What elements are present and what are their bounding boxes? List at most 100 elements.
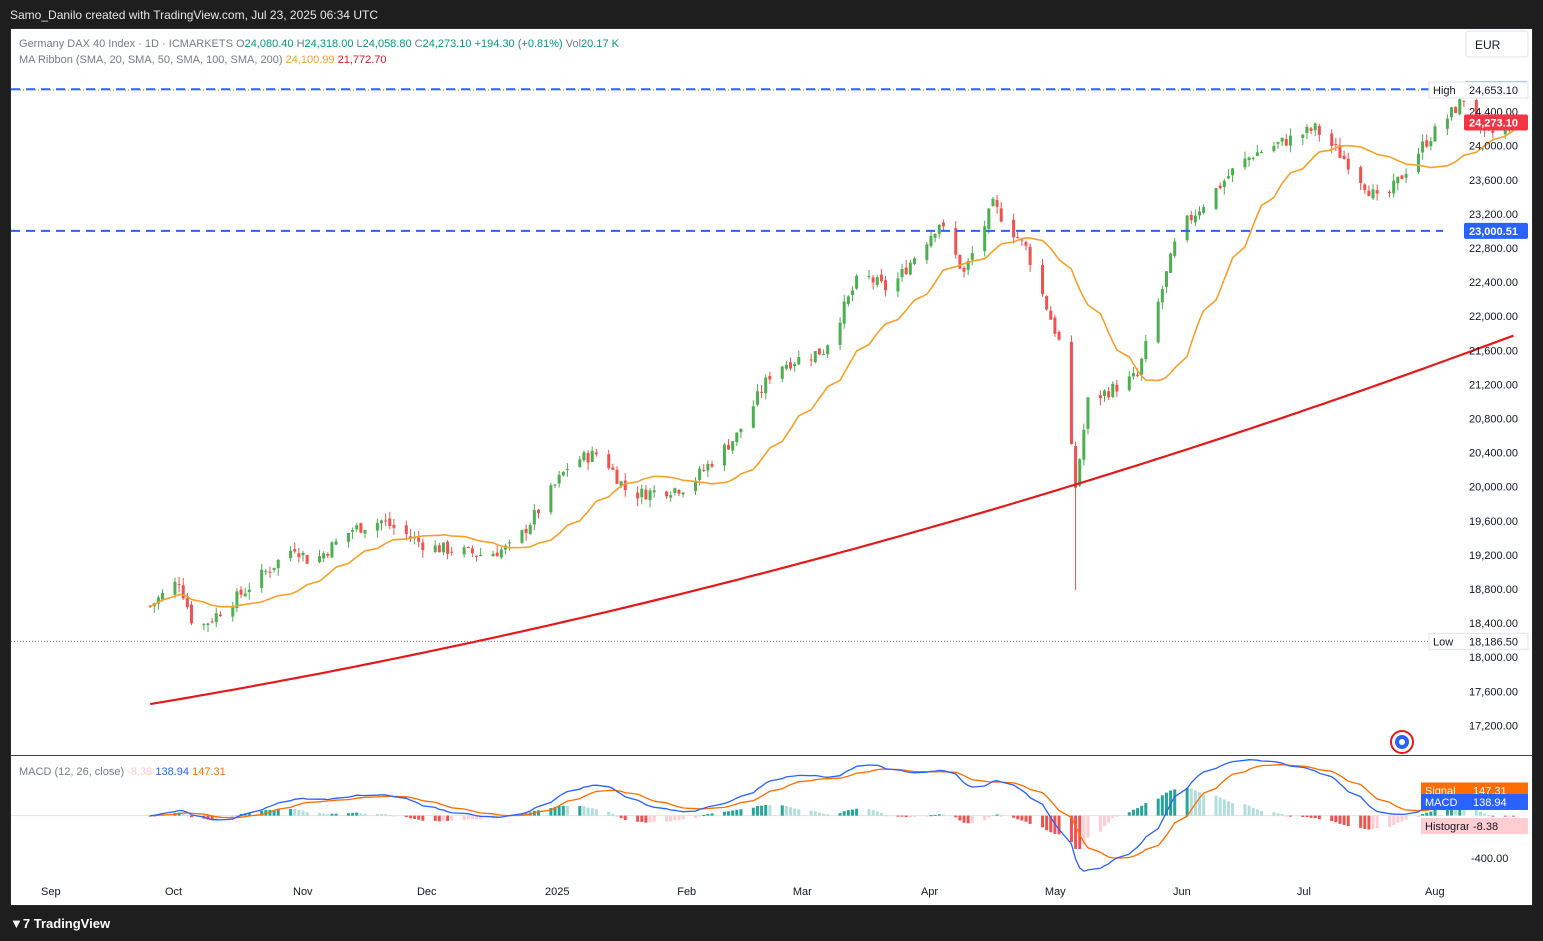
candle[interactable] <box>218 611 222 617</box>
candle[interactable] <box>1028 243 1032 272</box>
candle[interactable] <box>466 546 470 549</box>
candle[interactable] <box>826 344 830 358</box>
candle[interactable] <box>528 522 532 536</box>
tradingview-logo[interactable]: ▼7 TradingView <box>10 916 110 931</box>
candle[interactable] <box>962 266 966 278</box>
candle[interactable] <box>652 485 656 498</box>
candle[interactable] <box>813 350 817 364</box>
candle[interactable] <box>1222 178 1226 195</box>
candle[interactable] <box>272 567 276 573</box>
candle[interactable] <box>417 530 421 548</box>
candle[interactable] <box>904 259 908 276</box>
candle[interactable] <box>214 607 218 628</box>
candle[interactable] <box>871 274 875 290</box>
candle[interactable] <box>536 508 540 519</box>
chart-panel[interactable]: Germany DAX 40 Index · 1D · ICMARKETS O2… <box>10 28 1533 906</box>
candle[interactable] <box>1363 183 1367 194</box>
candle[interactable] <box>462 544 466 558</box>
candle[interactable] <box>351 527 355 539</box>
candle[interactable] <box>933 233 937 243</box>
candle[interactable] <box>1131 367 1135 380</box>
candle[interactable] <box>1462 100 1466 107</box>
candle[interactable] <box>846 295 850 307</box>
candle[interactable] <box>896 272 900 298</box>
candle[interactable] <box>264 568 268 575</box>
candle[interactable] <box>1272 142 1276 153</box>
candle[interactable] <box>408 528 412 543</box>
tradingview-badge-icon[interactable] <box>1390 730 1414 754</box>
candle[interactable] <box>433 540 437 554</box>
candle[interactable] <box>884 275 888 297</box>
candle[interactable] <box>640 484 644 505</box>
candle[interactable] <box>557 470 561 488</box>
candle[interactable] <box>879 268 883 283</box>
candle[interactable] <box>669 491 673 502</box>
candle[interactable] <box>809 353 813 367</box>
candle[interactable] <box>731 441 735 455</box>
candle[interactable] <box>1160 285 1164 310</box>
candle[interactable] <box>1193 209 1197 227</box>
candle[interactable] <box>1276 141 1280 149</box>
candle[interactable] <box>1359 165 1363 190</box>
candle[interactable] <box>503 543 507 555</box>
candle[interactable] <box>479 548 483 557</box>
candle[interactable] <box>615 466 619 484</box>
candle[interactable] <box>297 547 301 563</box>
candle[interactable] <box>842 294 846 329</box>
candle[interactable] <box>1218 182 1222 190</box>
candle[interactable] <box>470 545 474 558</box>
candle[interactable] <box>1342 150 1346 160</box>
candle[interactable] <box>189 601 193 626</box>
candle[interactable] <box>235 587 239 612</box>
candle[interactable] <box>768 371 772 384</box>
candle[interactable] <box>912 256 916 266</box>
candle[interactable] <box>1045 295 1049 311</box>
candle[interactable] <box>1053 314 1057 337</box>
candle[interactable] <box>1243 151 1247 170</box>
candle[interactable] <box>359 522 363 534</box>
candle[interactable] <box>421 538 425 558</box>
candle[interactable] <box>995 194 999 214</box>
candle[interactable] <box>1115 379 1119 397</box>
candle[interactable] <box>1388 189 1392 198</box>
candle[interactable] <box>495 546 499 557</box>
candle[interactable] <box>322 551 326 563</box>
candle[interactable] <box>553 483 557 488</box>
candle[interactable] <box>1226 169 1230 180</box>
candle[interactable] <box>578 456 582 468</box>
candle[interactable] <box>446 539 450 560</box>
candle[interactable] <box>623 473 627 497</box>
candle[interactable] <box>1251 156 1255 161</box>
candle[interactable] <box>1156 298 1160 344</box>
candle[interactable] <box>1202 204 1206 215</box>
candle[interactable] <box>937 224 941 239</box>
candle[interactable] <box>1247 156 1251 167</box>
candle[interactable] <box>210 617 214 624</box>
price-chart-area[interactable] <box>148 91 1515 706</box>
candle[interactable] <box>665 490 669 499</box>
candle[interactable] <box>1111 381 1115 399</box>
candle[interactable] <box>181 577 185 600</box>
candle[interactable] <box>293 542 297 554</box>
candle[interactable] <box>318 549 322 564</box>
candle[interactable] <box>987 207 991 234</box>
candle[interactable] <box>693 477 697 495</box>
candle[interactable] <box>437 542 441 553</box>
candle[interactable] <box>867 269 871 280</box>
candle[interactable] <box>355 523 359 533</box>
candle[interactable] <box>850 286 854 301</box>
candle[interactable] <box>508 539 512 551</box>
candle[interactable] <box>1012 213 1016 244</box>
candle[interactable] <box>673 487 677 496</box>
candle[interactable] <box>958 254 962 270</box>
candle[interactable] <box>330 541 334 558</box>
candle[interactable] <box>900 263 904 282</box>
candle[interactable] <box>586 450 590 470</box>
candle[interactable] <box>247 583 251 600</box>
candle[interactable] <box>268 566 272 578</box>
candle[interactable] <box>954 221 958 259</box>
candle[interactable] <box>875 274 879 288</box>
candle[interactable] <box>173 577 177 599</box>
candle[interactable] <box>260 564 264 593</box>
candle[interactable] <box>702 463 706 473</box>
